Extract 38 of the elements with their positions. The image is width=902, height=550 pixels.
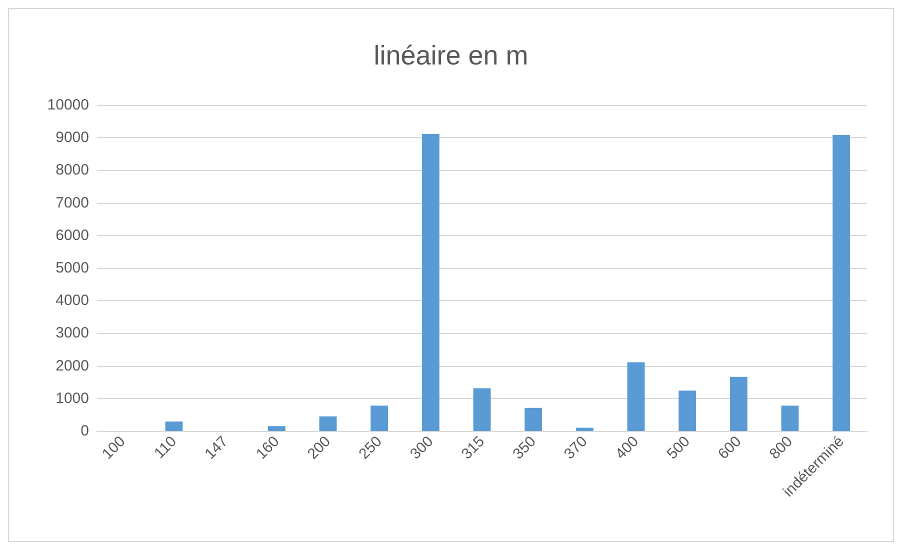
bar [576,428,594,431]
chart-title: linéaire en m [374,40,528,70]
bar [832,134,850,431]
y-tick-label: 4000 [56,292,89,310]
y-tick-label: 0 [80,422,89,440]
x-tick-label: 250 [356,432,386,463]
bar [319,416,337,431]
x-tick-label: 300 [406,432,437,463]
x-tick-label: 100 [98,432,129,463]
x-tick-label: 200 [304,432,334,463]
x-tick-label: 315 [458,432,488,463]
y-tick-label: 7000 [56,194,89,212]
y-tick-label: 3000 [56,324,89,342]
x-tick-label: 147 [202,432,232,463]
x-tick-label: 600 [714,432,745,463]
y-tick-label: 5000 [56,260,89,276]
x-tick-label: 400 [612,432,642,463]
bar [524,408,542,431]
x-tick-label: 500 [664,432,694,463]
x-tick-label: 350 [510,432,540,463]
x-tick-label: 370 [560,432,591,463]
y-tick-label: 8000 [56,162,89,179]
y-tick-label: 10000 [47,96,89,114]
bar [165,422,183,431]
bar [627,362,645,431]
bar [730,376,748,431]
bar [422,134,440,431]
bar [370,406,388,431]
bar [268,426,286,431]
x-tick-label: 160 [252,432,283,463]
y-tick-label: 1000 [56,390,89,407]
y-tick-label: 9000 [56,129,89,146]
y-tick-label: 6000 [56,226,89,244]
bar [678,390,696,431]
bar [781,406,799,431]
y-tick-label: 2000 [56,357,89,374]
bar [473,388,491,431]
x-tick-label: 110 [151,432,180,462]
